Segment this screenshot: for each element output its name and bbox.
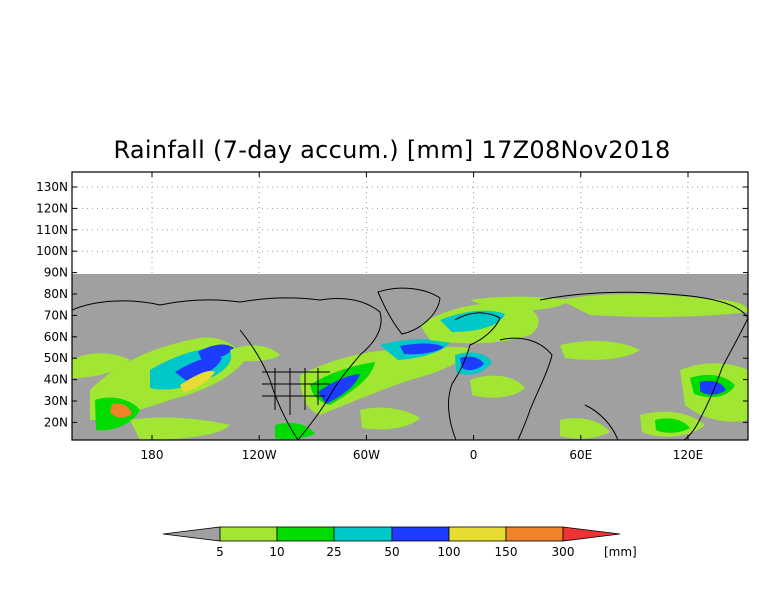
- colorbar-segment: [391, 526, 450, 542]
- colorbar-segment: [333, 526, 393, 542]
- colorbar-level-label: 150: [495, 545, 518, 559]
- precip-area: [470, 375, 525, 398]
- precipitation-fields: [72, 294, 748, 440]
- lat-tick-label: 20N: [44, 415, 68, 429]
- coastline-west-america: [239, 329, 299, 440]
- precip-area: [230, 345, 280, 362]
- precip-area: [275, 422, 315, 440]
- colorbar: 5 10 25 50 100 150 300 [mm]: [162, 526, 637, 559]
- precip-area: [72, 353, 130, 378]
- precip-area: [470, 296, 570, 311]
- coastline-india: [584, 404, 619, 440]
- lat-tick-label: 120N: [36, 201, 68, 215]
- coastline-europe-africa: [448, 312, 501, 440]
- precip-area: [655, 418, 690, 433]
- colorbar-level-label: 10: [269, 545, 284, 559]
- coastline-east-africa: [499, 337, 553, 440]
- lon-tick-label: 120W: [242, 448, 277, 462]
- colorbar-level-label: 300: [552, 545, 575, 559]
- precip-area: [440, 310, 505, 332]
- colorbar-level-label: 100: [438, 545, 461, 559]
- lat-tick-label: 40N: [44, 373, 68, 387]
- lat-tick-label: 70N: [44, 308, 68, 322]
- precip-area: [360, 407, 420, 430]
- colorbar-level-label: 25: [326, 545, 341, 559]
- colorbar-segment: [219, 526, 278, 542]
- lat-tick-label: 130N: [36, 180, 68, 194]
- lon-tick-label: 180: [141, 448, 164, 462]
- lat-tick-label: 90N: [44, 266, 68, 280]
- precip-area: [198, 344, 234, 360]
- precip-area: [460, 356, 484, 371]
- lon-tick-label: 60W: [353, 448, 380, 462]
- precip-area: [130, 417, 230, 440]
- plot-frame: [71, 171, 749, 441]
- lon-tick-label: 0: [470, 448, 478, 462]
- colorbar-segment: [162, 526, 221, 542]
- precip-area: [560, 418, 610, 439]
- precip-area: [400, 343, 444, 355]
- precip-area: [300, 346, 470, 415]
- precip-area: [180, 370, 215, 392]
- precip-area: [175, 356, 222, 382]
- coastline-greenland: [377, 287, 441, 335]
- precip-area: [110, 403, 132, 418]
- us-state-borders: [262, 368, 330, 415]
- precip-area: [318, 374, 360, 404]
- coastline-asia: [539, 291, 748, 440]
- lat-tick-label: 60N: [44, 330, 68, 344]
- colorbar-unit-label: [mm]: [604, 545, 637, 559]
- lat-tick-label: 80N: [44, 287, 68, 301]
- precip-area: [560, 294, 748, 317]
- lon-tick-label: 60E: [569, 448, 592, 462]
- map-title: Rainfall (7-day accum.) [mm] 17Z08Nov201…: [113, 136, 671, 164]
- gridlines: [72, 172, 748, 274]
- lat-tick-label: 110N: [36, 223, 68, 237]
- colorbar-segment: [276, 526, 335, 542]
- colorbar-level-label: 50: [384, 545, 399, 559]
- axis-ticks: 130N 120N 110N 100N 90N 80N 70N 60N 50N 40N 30N 20N…: [36, 172, 748, 462]
- colorbar-level-label: 5: [216, 545, 224, 559]
- precip-area: [560, 340, 640, 360]
- lat-tick-label: 100N: [36, 244, 68, 258]
- lat-tick-label: 50N: [44, 351, 68, 365]
- precip-area: [700, 380, 726, 395]
- colorbar-segment: [505, 526, 564, 542]
- colorbar-segment: [562, 526, 621, 542]
- colorbar-segment: [448, 526, 507, 542]
- coastline-north-america: [72, 297, 382, 440]
- lat-tick-label: 30N: [44, 394, 68, 408]
- coastlines: [72, 287, 748, 440]
- lon-tick-label: 120E: [673, 448, 704, 462]
